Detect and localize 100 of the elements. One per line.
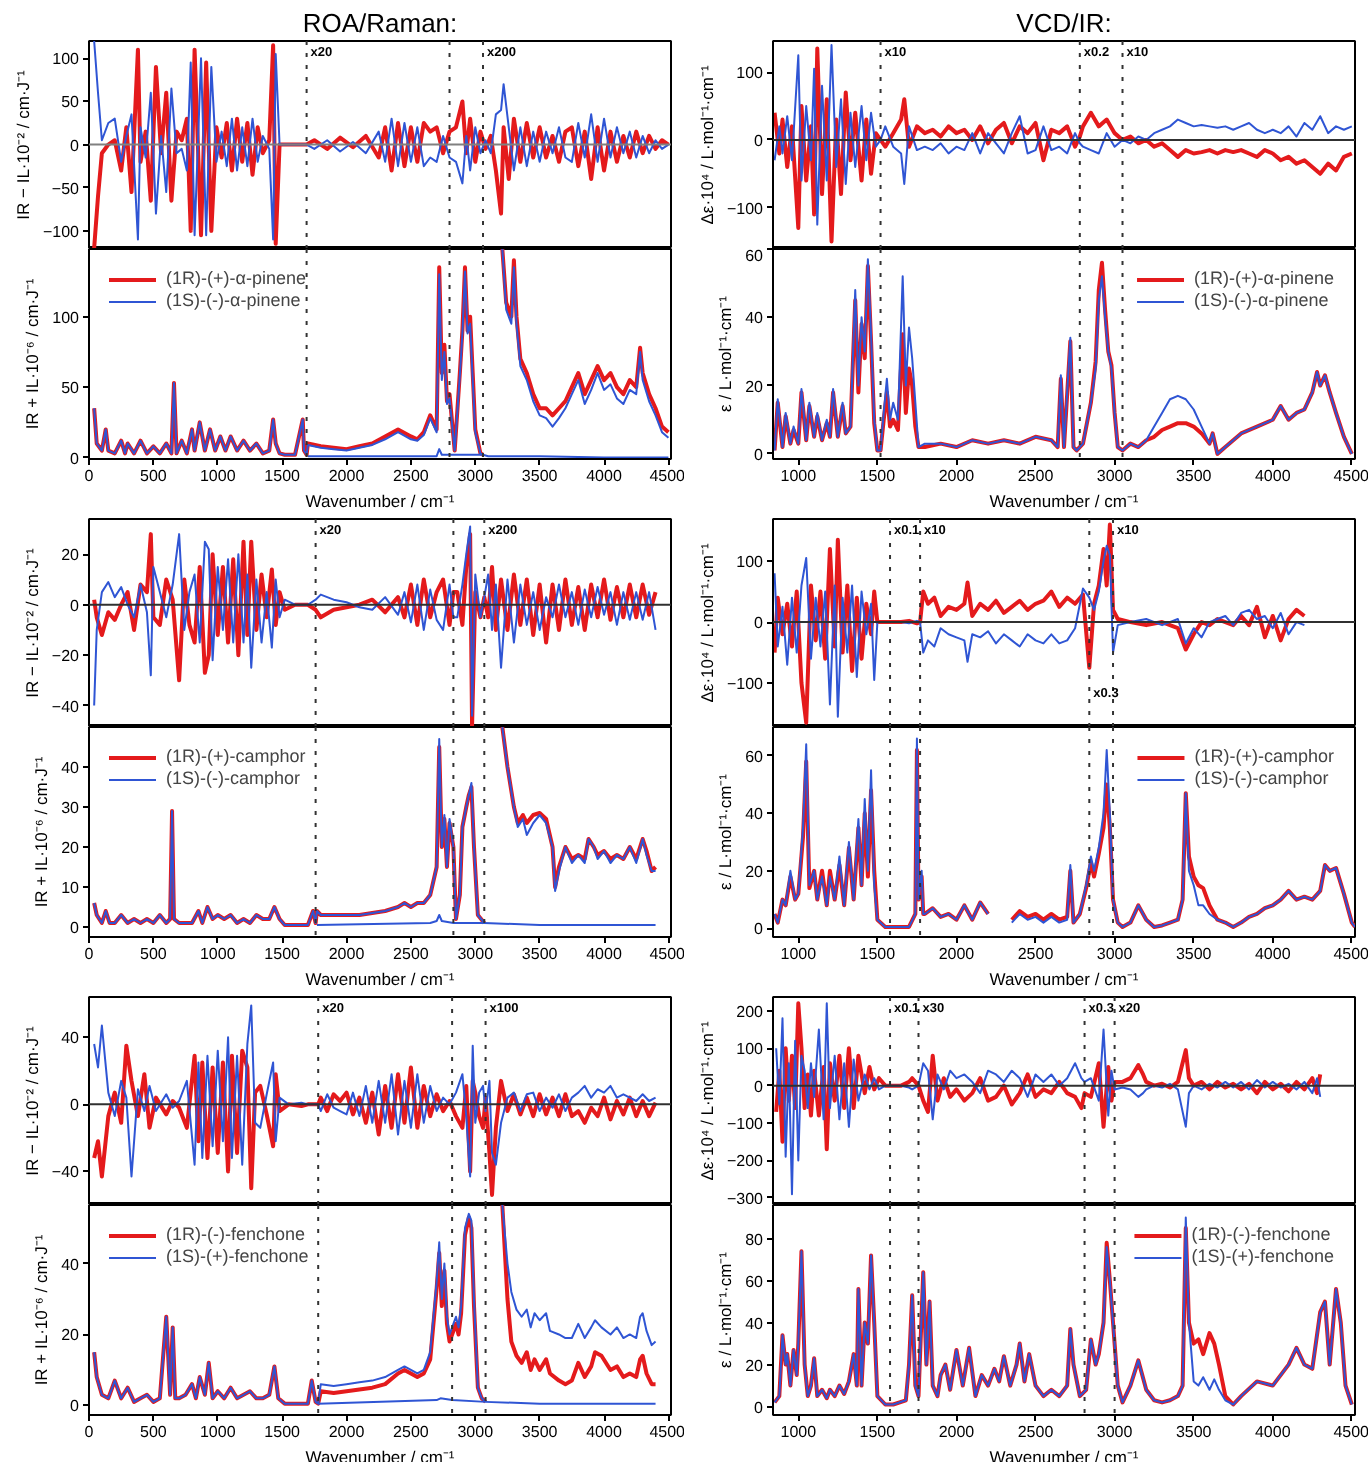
- x-axis-title: Wavenumber / cm⁻¹: [305, 491, 455, 511]
- chart-title: ROA/Raman:: [302, 8, 458, 38]
- legend-label: (1S)-(+)-fenchone: [166, 1246, 309, 1266]
- x-tick-label: 2500: [1017, 1423, 1055, 1441]
- x-tick-label: 4000: [586, 945, 623, 963]
- y-tick-label: −50: [51, 179, 81, 198]
- y-axis-title: ε / L·mol⁻¹·cm⁻¹: [715, 1251, 736, 1368]
- x-axis-title: Wavenumber / cm⁻¹: [305, 969, 455, 989]
- y-axis-title: IR − IL·10⁻² / cm·J⁻¹: [12, 69, 33, 220]
- legend-label: (1S)-(+)-fenchone: [1191, 1246, 1334, 1266]
- y-tick-label: 80: [745, 1230, 765, 1249]
- y-axis-title: ε / L·mol⁻¹·cm⁻¹: [715, 773, 736, 890]
- y-tick-label: 100: [736, 553, 765, 572]
- y-tick-label: 40: [745, 1314, 765, 1333]
- y-tick-label: 0: [754, 920, 765, 939]
- y-tick-label: 50: [61, 93, 81, 112]
- y-tick-label: −20: [51, 647, 81, 666]
- y-tick-label: −40: [51, 1163, 81, 1182]
- x-tick-label: 4500: [1333, 945, 1368, 963]
- x-tick-label: 0: [84, 945, 95, 963]
- y-axis-title: IR − IL·10⁻² / cm·J⁻¹: [21, 547, 42, 698]
- y-tick-label: 40: [745, 805, 765, 824]
- x-tick-label: 0: [84, 1423, 95, 1441]
- y-axis-title: IR + IL·10⁻⁶ / cm·J⁻¹: [31, 756, 52, 908]
- y-tick-label: 100: [52, 50, 81, 69]
- x-tick-label: 3500: [521, 467, 559, 485]
- x-tick-label: 4000: [1254, 1423, 1292, 1441]
- y-tick-label: 0: [754, 1398, 765, 1417]
- y-tick-label: 20: [745, 862, 765, 881]
- x-tick-label: 2000: [328, 1423, 366, 1441]
- y-tick-label: −100: [726, 1115, 765, 1134]
- x-tick-label: 4000: [1254, 467, 1292, 485]
- legend-label: (1R)-(+)-α-pinene: [1194, 268, 1334, 288]
- x-tick-label: 4500: [649, 945, 687, 963]
- y-tick-label: 0: [754, 131, 765, 150]
- y-tick-label: −40: [51, 697, 81, 716]
- legend-label: (1S)-(-)-camphor: [1194, 768, 1329, 788]
- x-tick-label: 1500: [264, 945, 302, 963]
- x-tick-label: 4000: [1254, 945, 1292, 963]
- y-tick-label: 100: [736, 64, 765, 83]
- y-tick-label: 0: [754, 614, 765, 633]
- x-tick-label: 3500: [1175, 1423, 1213, 1441]
- y-axis-title: Δε·10⁴ / L·mol⁻¹·cm⁻¹: [696, 1021, 717, 1181]
- x-tick-label: 3000: [1096, 1423, 1134, 1441]
- legend-label: (1R)-(+)-camphor: [166, 746, 306, 766]
- y-tick-label: 20: [61, 546, 81, 565]
- x-axis-title: Wavenumber / cm⁻¹: [989, 969, 1139, 989]
- y-tick-label: 40: [745, 309, 765, 328]
- x-tick-label: 4500: [649, 1423, 687, 1441]
- y-tick-label: 40: [61, 1029, 81, 1048]
- x-tick-label: 2500: [393, 945, 430, 963]
- x-tick-label: 2500: [1017, 945, 1055, 963]
- y-tick-label: −100: [726, 675, 765, 694]
- y-tick-label: 0: [70, 1096, 81, 1115]
- y-tick-label: 0: [70, 1397, 81, 1416]
- x-tick-label: 1500: [264, 1423, 302, 1441]
- y-tick-label: 0: [70, 136, 81, 155]
- x-tick-label: 2000: [938, 1423, 976, 1441]
- legend-label: (1R)-(-)-fenchone: [1191, 1224, 1331, 1244]
- x-tick-label: 500: [140, 1423, 168, 1441]
- chart-title: VCD/IR:: [1016, 8, 1112, 38]
- y-axis-title: IR − IL·10⁻² / cm·J⁻¹: [21, 1025, 42, 1176]
- x-tick-label: 2500: [393, 467, 430, 485]
- x-tick-label: 2000: [328, 467, 366, 485]
- y-tick-label: 60: [745, 747, 765, 766]
- x-tick-label: 2000: [938, 945, 976, 963]
- y-tick-label: 50: [61, 379, 81, 398]
- y-tick-label: −300: [726, 1189, 765, 1208]
- y-tick-label: 60: [745, 247, 765, 265]
- x-tick-label: 2500: [1017, 467, 1055, 485]
- x-tick-label: 1000: [780, 467, 818, 485]
- y-tick-label: 20: [745, 1356, 765, 1375]
- y-tick-label: 40: [61, 759, 81, 777]
- x-tick-label: 1000: [199, 945, 237, 963]
- x-tick-label: 3000: [457, 467, 495, 485]
- legend-label: (1S)-(-)-α-pinene: [166, 290, 301, 310]
- x-tick-label: 3500: [521, 1423, 559, 1441]
- y-tick-label: 20: [745, 377, 765, 396]
- y-tick-label: 0: [70, 919, 81, 937]
- y-tick-label: 40: [61, 1255, 81, 1274]
- x-tick-label: 3000: [457, 1423, 495, 1441]
- y-tick-label: −200: [726, 1152, 765, 1171]
- x-tick-label: 4000: [586, 467, 623, 485]
- x-tick-label: 1500: [859, 945, 897, 963]
- y-tick-label: 0: [70, 449, 81, 468]
- legend-label: (1R)-(+)-α-pinene: [166, 268, 306, 288]
- x-tick-label: 0: [84, 467, 95, 485]
- x-tick-label: 1500: [859, 467, 897, 485]
- y-tick-label: 20: [61, 839, 81, 857]
- x-tick-label: 500: [140, 467, 168, 485]
- y-tick-label: 0: [754, 1077, 765, 1096]
- x-tick-label: 2000: [328, 945, 366, 963]
- x-tick-label: 1000: [199, 1423, 237, 1441]
- x-tick-label: 1000: [780, 945, 818, 963]
- y-tick-label: 60: [745, 1272, 765, 1291]
- x-axis-title: Wavenumber / cm⁻¹: [989, 491, 1139, 511]
- y-tick-label: −100: [42, 222, 81, 241]
- x-tick-label: 4500: [1333, 1423, 1368, 1441]
- legend-label: (1S)-(-)-α-pinene: [1194, 290, 1329, 310]
- x-tick-label: 500: [140, 945, 168, 963]
